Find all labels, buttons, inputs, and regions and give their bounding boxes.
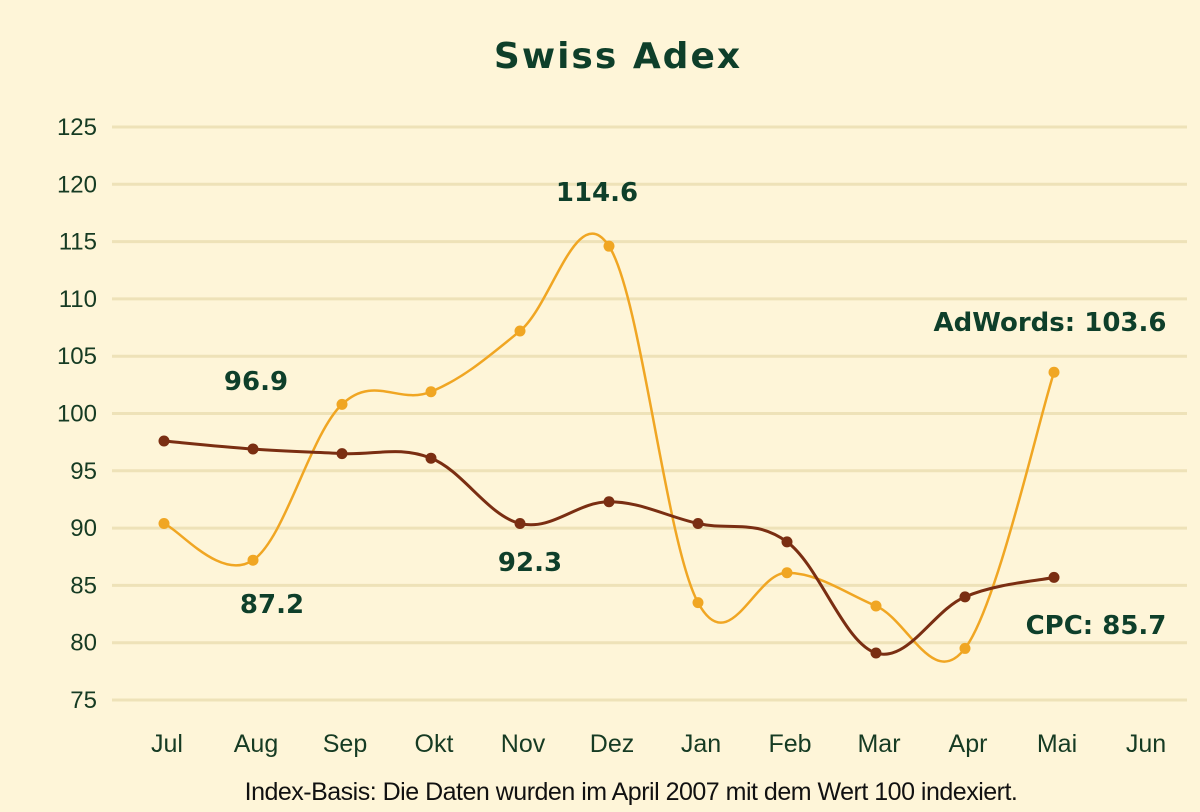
x-tick-label: Okt [415,730,454,758]
y-tick-label: 125 [57,114,97,141]
data-point-marker [247,443,259,455]
x-tick-label: Jun [1126,730,1166,758]
y-tick-label: 115 [59,229,97,256]
y-tick-label: 95 [70,458,97,485]
y-tick-label: 120 [57,171,97,198]
data-point-marker [1048,571,1060,583]
data-point-marker [603,240,615,252]
annotation-label: 96.9 [224,367,288,397]
series-adwords [158,232,1060,663]
data-point-marker [959,591,971,603]
data-point-marker [692,597,704,609]
series-cpc [158,435,1060,659]
data-point-marker [247,554,259,566]
annotation-label: 92.3 [498,548,562,578]
y-tick-label: 105 [57,343,97,370]
data-point-marker [603,496,615,508]
x-tick-label: Dez [590,730,634,758]
data-point-marker [692,518,704,530]
y-axis: 125 120 115 110 105 100 95 90 85 80 75 [57,114,97,714]
data-point-marker [870,647,882,659]
data-point-marker [158,435,170,447]
x-tick-label: Feb [768,730,811,758]
data-point-marker [781,536,793,548]
y-tick-label: 85 [70,572,97,599]
y-tick-label: 90 [70,515,97,542]
x-tick-label: Apr [949,730,988,758]
y-tick-label: 110 [59,286,97,313]
x-tick-label: Jul [151,730,183,758]
series-line [162,439,1056,656]
y-tick-label: 80 [70,630,97,657]
chart-title: Swiss Adex [493,36,743,77]
x-tick-label: Sep [323,730,367,758]
x-tick-label: Mai [1037,730,1077,758]
data-point-marker [781,567,793,579]
data-point-marker [1048,366,1060,378]
data-point-marker [514,518,526,530]
data-point-marker [158,518,170,530]
annotations: 96.9 87.2 114.6 92.3 AdWords: 103.6 CPC: 85.7 [224,178,1167,641]
annotation-label: CPC: 85.7 [1026,611,1167,641]
series [158,232,1060,663]
data-point-marker [425,386,437,398]
data-point-marker [336,448,348,460]
data-point-marker [336,398,348,410]
x-tick-label: Aug [234,730,278,758]
annotation-label: 87.2 [240,590,304,620]
data-point-marker [425,452,437,464]
data-point-marker [514,325,526,337]
gridlines [112,125,1187,702]
x-tick-label: Nov [501,730,546,758]
data-point-marker [959,642,971,654]
chart-footnote: Index-Basis: Die Daten wurden im April 2… [244,778,1018,806]
y-tick-label: 100 [57,401,97,428]
x-tick-label: Mar [857,730,900,758]
annotation-label: AdWords: 103.6 [934,308,1167,338]
x-tick-label: Jan [681,730,721,758]
data-point-marker [870,600,882,612]
annotation-label: 114.6 [556,178,638,208]
x-axis: Jul Aug Sep Okt Nov Dez Jan Feb Mar Apr Mai Jun [151,730,1166,758]
y-tick-label: 75 [70,687,97,714]
series-line [162,232,1056,663]
